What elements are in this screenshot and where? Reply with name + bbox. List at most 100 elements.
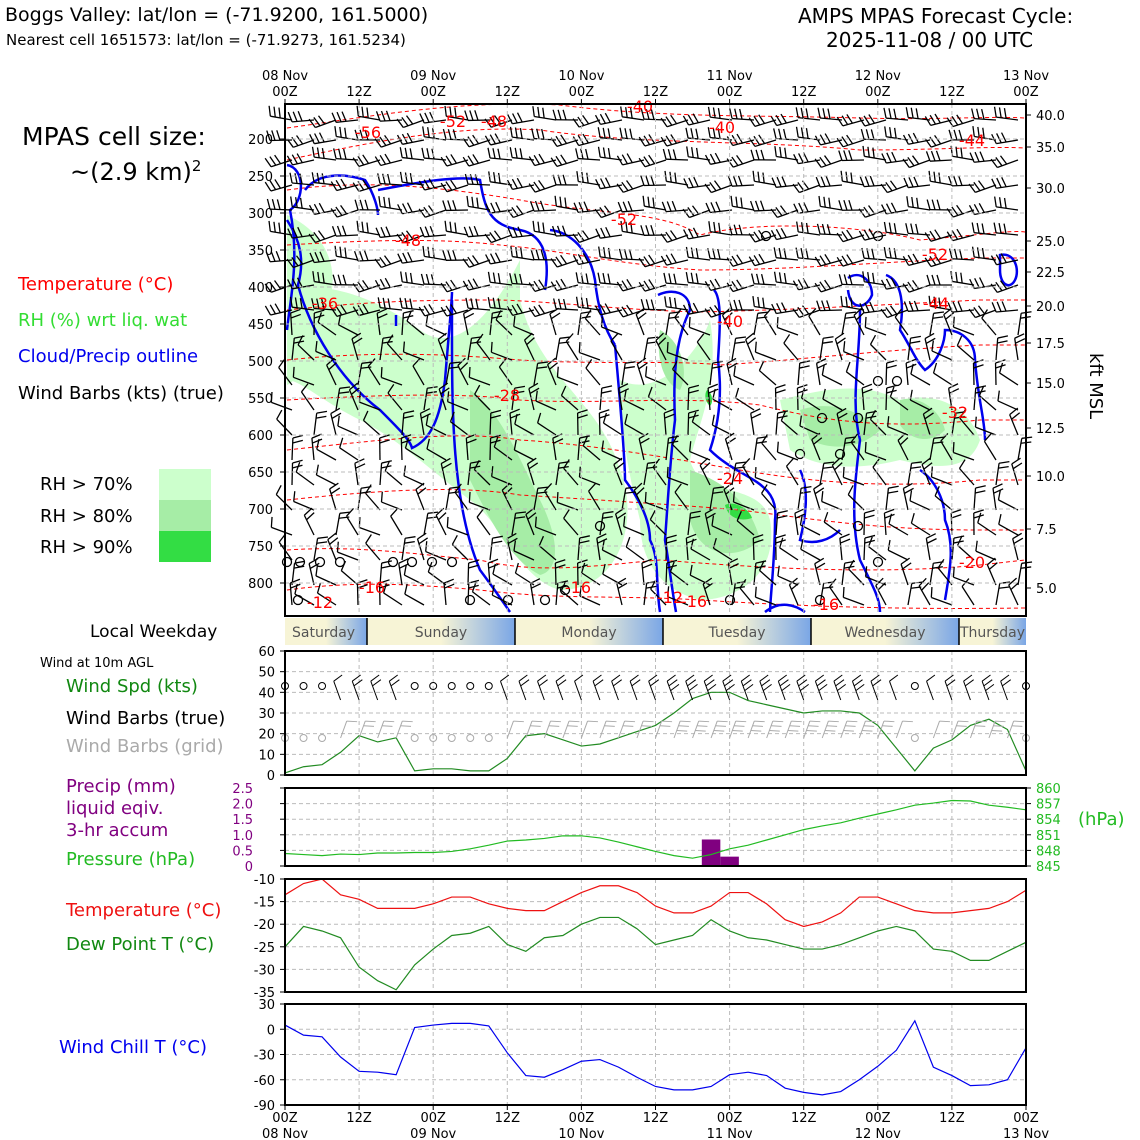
cross-wind-barb xyxy=(742,457,755,486)
cross-wind-barb xyxy=(264,280,293,293)
cross-wind-barb xyxy=(748,253,777,267)
cross-wind-barb xyxy=(399,171,425,186)
bottom-hour-label: 12Z xyxy=(346,1111,372,1126)
cross-wind-barb xyxy=(948,129,975,141)
cross-wind-barb xyxy=(418,304,447,317)
cross-wind-barb xyxy=(621,361,636,386)
cross-wind-barb xyxy=(660,114,689,128)
cross-wind-barb xyxy=(641,558,653,586)
temperature-contour-label: -20 xyxy=(959,553,985,572)
cross-wind-barb xyxy=(649,510,667,536)
precip-y-tick-label: 2.0 xyxy=(232,798,253,813)
wind-panel-frame xyxy=(284,650,1027,776)
cross-wind-barb xyxy=(416,532,429,561)
wind-barb-true xyxy=(370,674,382,701)
cross-wind-barb xyxy=(345,508,359,536)
cross-wind-barb xyxy=(286,135,315,148)
cross-wind-barb xyxy=(398,558,410,586)
cross-wind-barb xyxy=(991,132,1019,145)
weekday-segment xyxy=(811,618,959,645)
wind-barb-grid xyxy=(766,720,784,739)
cross-wind-barb xyxy=(418,205,447,218)
calm-barb-grid xyxy=(410,734,419,742)
temperature-contour-label: -52 xyxy=(611,210,637,229)
cross-wind-barb xyxy=(374,153,403,167)
cross-wind-barb xyxy=(793,202,821,214)
cross-wind-barb xyxy=(404,437,425,461)
temperature-contour-label: -32 xyxy=(942,403,968,422)
cross-wind-barb xyxy=(528,304,557,318)
cross-wind-barb xyxy=(650,579,667,606)
cross-wind-barb xyxy=(932,362,953,386)
cross-wind-barb xyxy=(997,390,1019,411)
cross-wind-barb xyxy=(575,148,601,161)
cross-wind-barb xyxy=(291,459,303,486)
cross-wind-barb xyxy=(848,559,865,586)
cross-wind-barb xyxy=(419,226,447,238)
cross-wind-barb xyxy=(929,311,945,336)
cross-wind-barb xyxy=(995,335,1009,361)
cross-wind-barb xyxy=(572,133,601,147)
cross-wind-barb xyxy=(445,361,461,386)
cross-wind-barb xyxy=(943,307,955,336)
calm-wind-circle xyxy=(794,448,806,460)
cross-wind-barb xyxy=(977,512,997,536)
cross-wind-barb xyxy=(902,482,914,511)
cross-wind-barb xyxy=(995,581,1011,606)
cross-wind-barb xyxy=(925,533,937,561)
cross-wind-barb xyxy=(973,509,984,536)
cross-wind-barb xyxy=(550,154,579,168)
cross-wind-barb xyxy=(289,296,315,311)
cross-wind-barb xyxy=(813,482,825,511)
wind-barb-true xyxy=(722,674,735,701)
legend-barbs: Wind Barbs (kts) (true) xyxy=(18,383,224,404)
cross-wind-barb xyxy=(770,227,799,241)
pressure-tick-label: 800 xyxy=(248,577,273,592)
cross-wind-barb xyxy=(509,408,521,436)
cross-wind-barb xyxy=(922,407,934,436)
cross-wind-barb xyxy=(748,114,777,128)
cross-wind-barb xyxy=(550,254,579,268)
cross-wind-barb xyxy=(796,221,821,236)
wind-barb-grid xyxy=(673,720,691,739)
rh90-swatch xyxy=(159,531,211,562)
cross-wind-barb xyxy=(292,366,315,386)
cross-wind-barb xyxy=(971,222,997,236)
cross-wind-barb xyxy=(777,565,799,586)
calm-wind-circle xyxy=(406,556,418,568)
kft-tick-label: 12.5 xyxy=(1036,422,1065,437)
cross-wind-barb xyxy=(783,334,799,361)
cross-wind-barb xyxy=(599,385,613,411)
calm-wind-circle xyxy=(502,594,514,606)
forecast-title: AMPS MPAS Forecast Cycle: xyxy=(798,4,1074,28)
temperature-panel: -10 -15 -20 -25 -30 -35 xyxy=(254,873,1027,1001)
cross-wind-barb xyxy=(664,170,689,186)
cell-subtitle: Nearest cell 1651573: lat/lon = (-71.927… xyxy=(6,31,406,49)
cross-wind-barb xyxy=(354,129,381,141)
wind-barb-true xyxy=(333,674,343,701)
cross-wind-barb xyxy=(931,340,953,361)
pressure-tick-label: 700 xyxy=(248,503,273,518)
wind-barb-grid xyxy=(562,720,580,739)
cross-wind-barb xyxy=(666,586,689,606)
calm-barb-grid xyxy=(910,734,919,742)
cross-wind-barb xyxy=(422,245,447,261)
cross-wind-barb xyxy=(704,152,733,165)
cross-wind-barb xyxy=(601,539,623,561)
cross-wind-barb xyxy=(758,360,777,386)
wind-barb-true xyxy=(666,674,680,701)
cross-wind-barb xyxy=(834,332,846,361)
wind-barb-true xyxy=(889,674,899,701)
cross-wind-barb xyxy=(897,432,909,461)
cross-wind-barb xyxy=(286,255,315,269)
cross-wind-barb xyxy=(674,483,689,511)
cross-wind-barb xyxy=(831,457,843,486)
cross-wind-barb xyxy=(330,178,359,192)
cross-wind-barb xyxy=(880,180,909,194)
cross-wind-barb xyxy=(379,460,392,486)
cross-wind-barb xyxy=(597,127,623,141)
temp-y-tick-label: -10 xyxy=(254,873,275,888)
cross-wind-barb xyxy=(617,383,629,411)
kft-tick-label: 5.0 xyxy=(1036,582,1057,597)
